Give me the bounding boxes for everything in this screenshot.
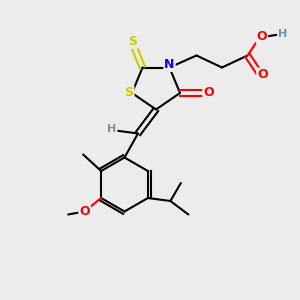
Text: S: S <box>128 35 137 48</box>
Text: O: O <box>256 29 267 43</box>
Text: O: O <box>79 205 90 218</box>
Text: S: S <box>124 86 134 100</box>
Text: H: H <box>107 124 116 134</box>
Text: N: N <box>164 58 175 71</box>
Text: O: O <box>257 68 268 82</box>
Text: O: O <box>203 86 214 100</box>
Text: H: H <box>278 29 287 39</box>
